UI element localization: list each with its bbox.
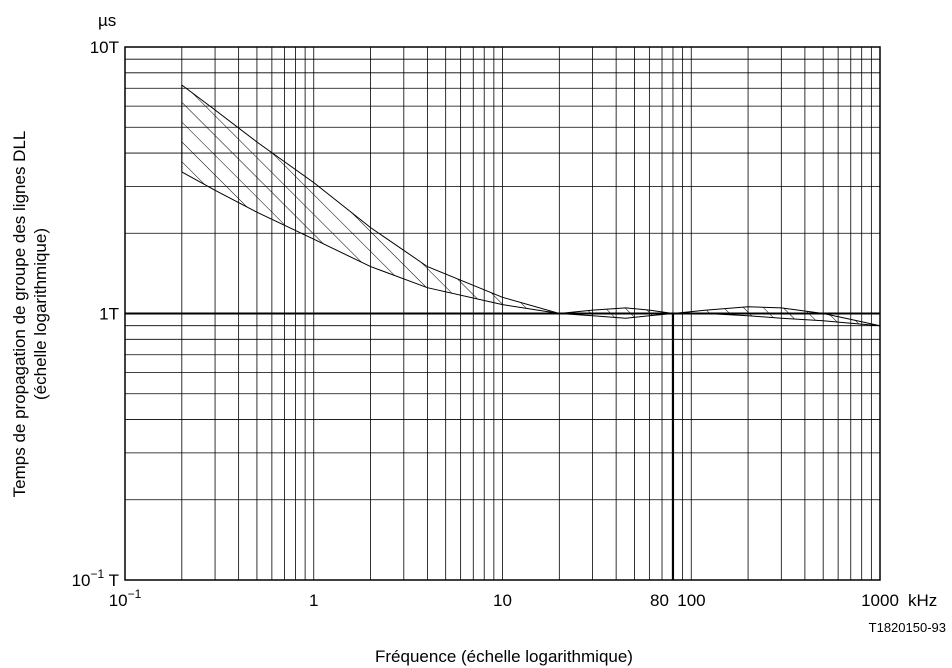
x-tick-label: 10 — [493, 591, 512, 610]
x-tick-label: 1000 — [861, 591, 899, 610]
x-tick-label: 1 — [309, 591, 318, 610]
x-axis-title: Fréquence (échelle logarithmique) — [375, 647, 633, 666]
tolerance-band — [181, 84, 881, 327]
y-tick-label: 1T — [99, 305, 119, 324]
y-axis-title-line1: Temps de propagation de groupe des ligne… — [10, 131, 29, 498]
band-upper-limit — [181, 84, 881, 327]
y-axis-title-line2: (échelle logarithmique) — [31, 228, 50, 400]
x-tick-labels: 10−1 1 10 80 100 1000 — [109, 587, 899, 610]
x-tick-label: 80 — [650, 591, 669, 610]
band-fill — [181, 85, 881, 326]
band-lower-limit — [181, 171, 881, 327]
y-tick-labels: 10T 1T 10−1 T — [72, 38, 119, 590]
x-unit-label: kHz — [908, 591, 937, 610]
y-tick-label: 10T — [90, 38, 119, 57]
x-tick-label: 10−1 — [109, 587, 142, 610]
y-tick-label: 10−1 T — [72, 567, 119, 590]
x-tick-label: 100 — [677, 591, 705, 610]
reference-lines — [125, 312, 880, 580]
y-unit-label: µs — [98, 11, 116, 30]
figure-id: T1820150-93 — [869, 620, 946, 635]
plot-frame — [124, 46, 881, 581]
